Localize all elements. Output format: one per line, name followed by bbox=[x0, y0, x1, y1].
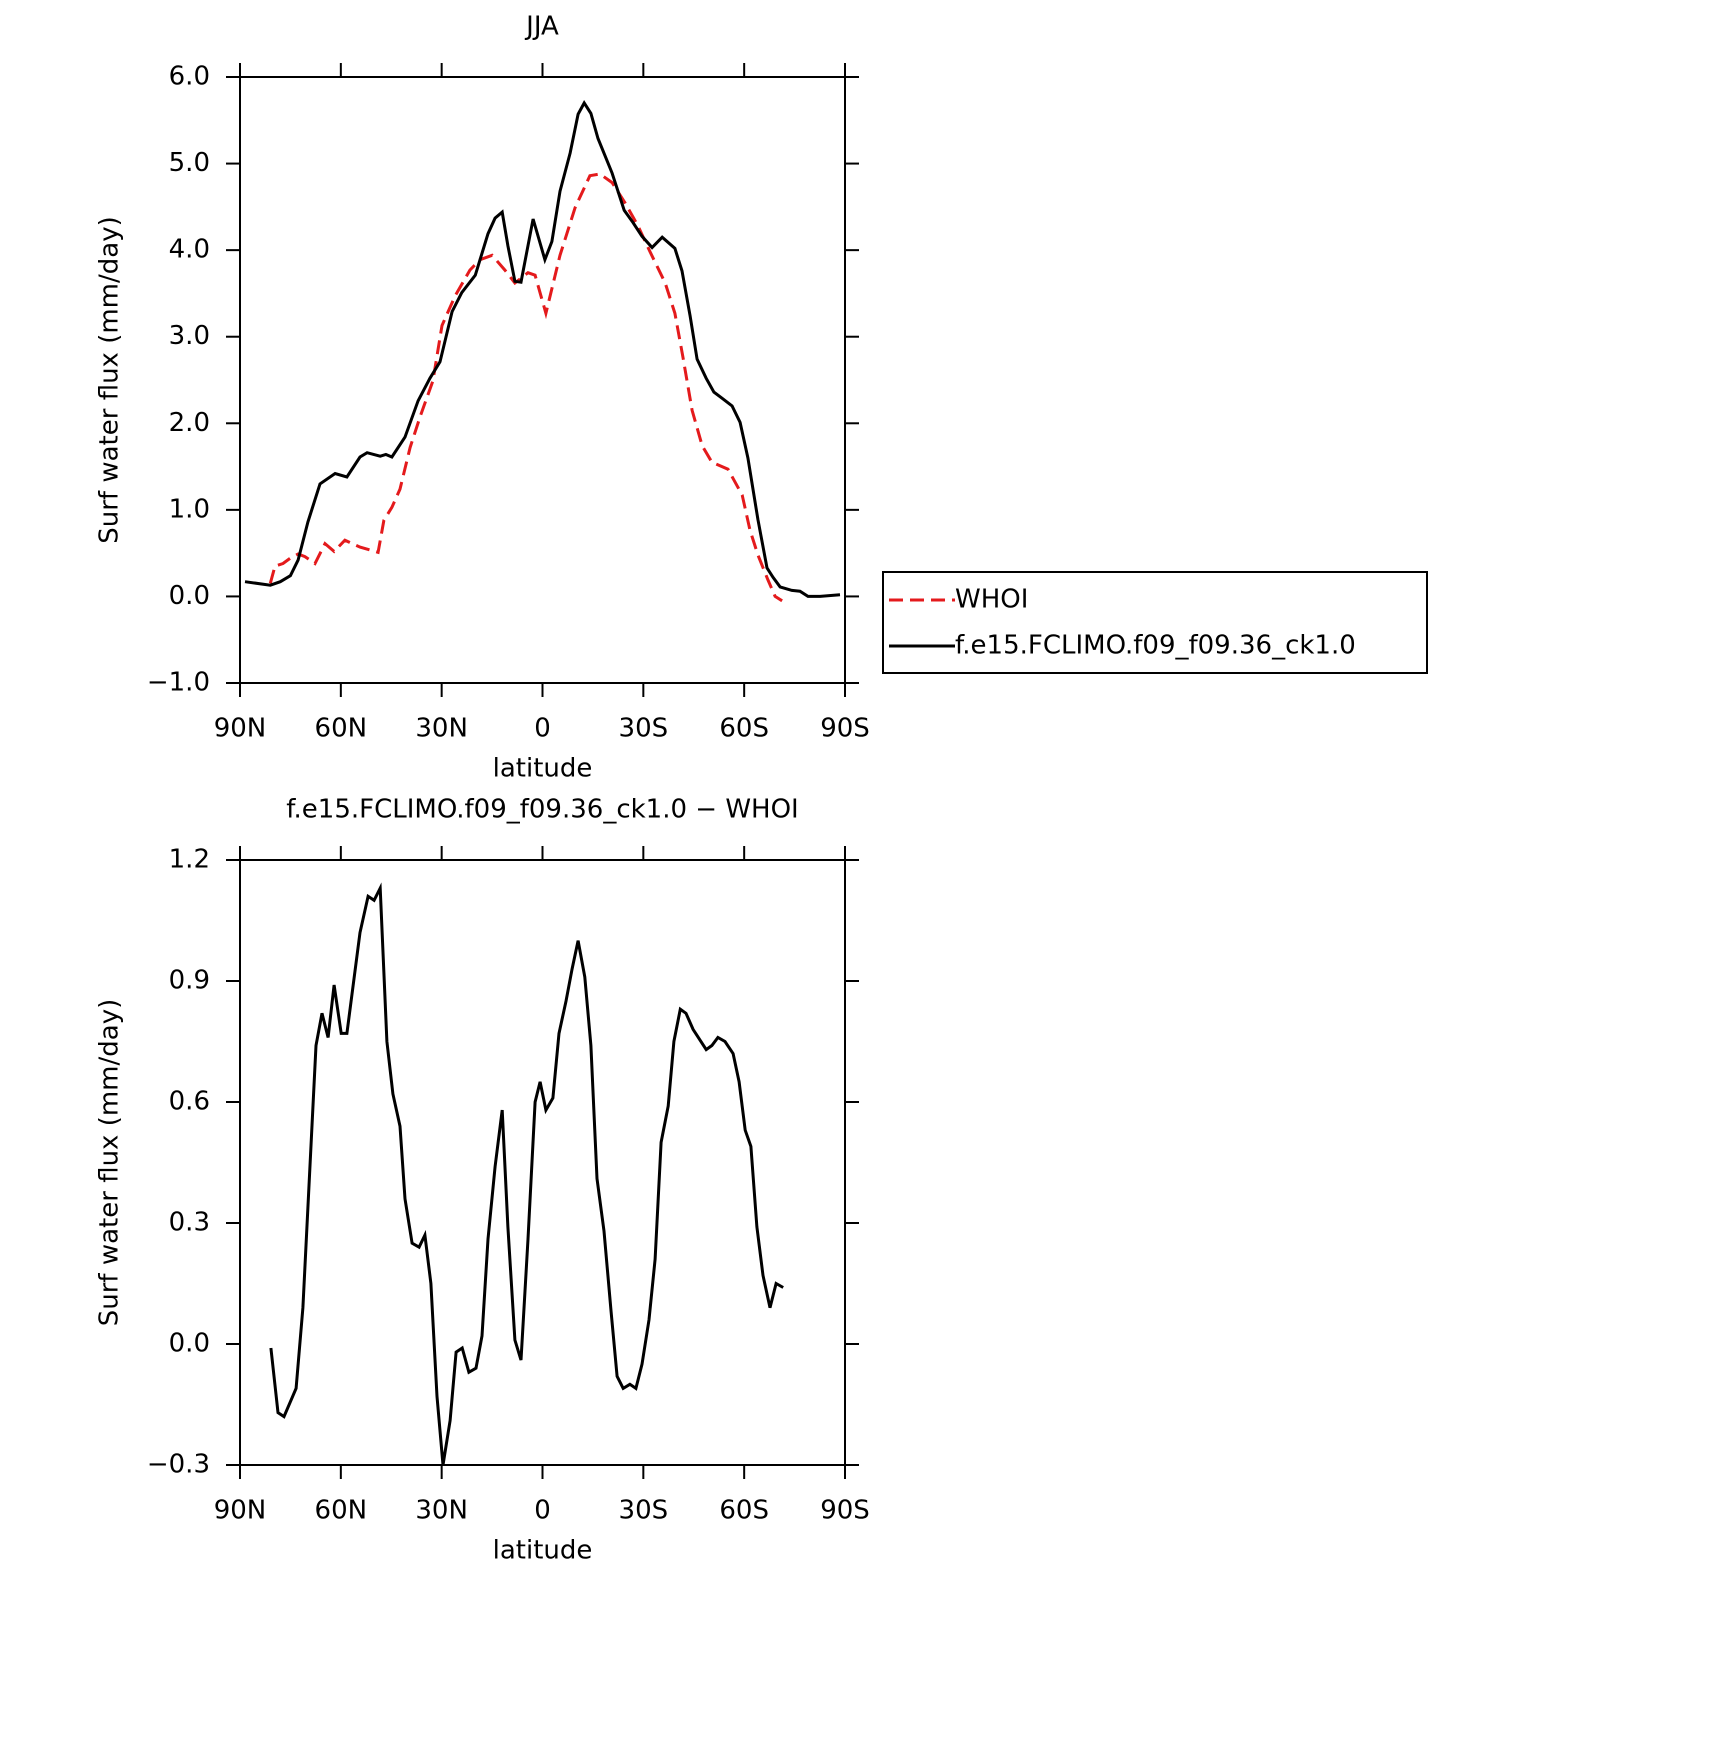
y-tick-label: 0.9 bbox=[169, 966, 210, 996]
y-tick-label: −1.0 bbox=[147, 668, 210, 698]
x-axis-label: latitude bbox=[493, 1536, 593, 1566]
x-tick-label: 30S bbox=[619, 714, 669, 744]
y-tick-label: 3.0 bbox=[169, 321, 210, 351]
y-tick-label: −0.3 bbox=[147, 1450, 210, 1480]
series-line bbox=[244, 100, 841, 598]
y-tick-label: 6.0 bbox=[169, 62, 210, 92]
legend-box bbox=[882, 571, 1428, 674]
plot-frame bbox=[239, 859, 846, 1466]
x-tick-label: 0 bbox=[534, 1496, 551, 1526]
x-tick-label: 90N bbox=[214, 1496, 267, 1526]
x-tick-label: 60N bbox=[315, 714, 368, 744]
x-tick-label: 60N bbox=[315, 1496, 368, 1526]
y-axis-label: Surf water flux (mm/day) bbox=[95, 216, 125, 543]
x-tick-label: 0 bbox=[534, 714, 551, 744]
x-tick-label: 90S bbox=[820, 1496, 870, 1526]
plot-frame bbox=[239, 76, 846, 684]
y-tick-label: 4.0 bbox=[169, 235, 210, 265]
x-tick-label: 30S bbox=[619, 1496, 669, 1526]
series-line bbox=[269, 882, 784, 1466]
x-tick-label: 60S bbox=[719, 714, 769, 744]
y-tick-label: 1.2 bbox=[169, 845, 210, 875]
y-tick-label: 0.0 bbox=[169, 581, 210, 611]
y-tick-label: 5.0 bbox=[169, 148, 210, 178]
y-tick-label: 0.6 bbox=[169, 1087, 210, 1117]
x-tick-label: 60S bbox=[719, 1496, 769, 1526]
x-tick-label: 30N bbox=[415, 1496, 468, 1526]
x-tick-label: 30N bbox=[415, 714, 468, 744]
y-axis-label: Surf water flux (mm/day) bbox=[95, 999, 125, 1326]
series-line bbox=[268, 172, 783, 603]
chart-title: f.e15.FCLIMO.f09_f09.36_ck1.0 − WHOI bbox=[286, 795, 798, 825]
y-tick-label: 0.3 bbox=[169, 1208, 210, 1238]
legend-label: WHOI bbox=[955, 585, 1028, 615]
chart-title: JJA bbox=[524, 12, 559, 42]
x-tick-label: 90S bbox=[820, 714, 870, 744]
x-axis-label: latitude bbox=[493, 754, 593, 784]
x-tick-label: 90N bbox=[214, 714, 267, 744]
y-tick-label: 0.0 bbox=[169, 1329, 210, 1359]
y-tick-label: 2.0 bbox=[169, 408, 210, 438]
y-tick-label: 1.0 bbox=[169, 494, 210, 524]
legend-label: f.e15.FCLIMO.f09_f09.36_ck1.0 bbox=[955, 631, 1356, 661]
